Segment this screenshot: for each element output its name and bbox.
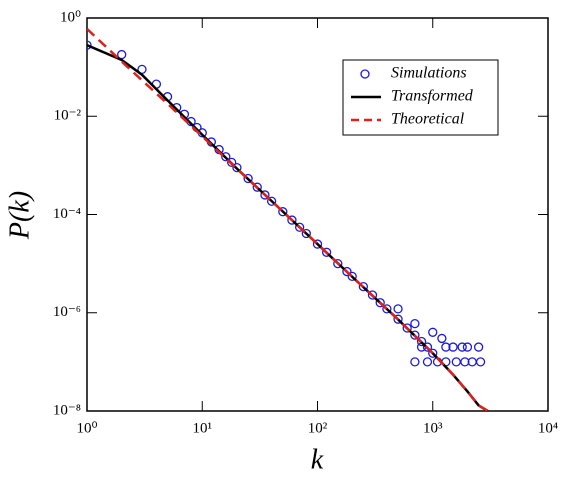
marker [252,182,262,192]
y-axis-label: P(k) [4,191,35,240]
marker [437,333,447,344]
x-tick-label: 10² [308,420,328,436]
marker [448,342,458,352]
marker [301,228,311,239]
legend-label: Transformed [391,88,474,105]
marker [117,49,127,60]
marker [227,157,237,168]
line [87,27,489,411]
y-tick-label: 10⁻⁸ [53,402,81,418]
marker [278,207,288,217]
marker [410,330,420,340]
marker [410,357,420,367]
marker [451,357,461,367]
marker [422,357,433,367]
x-tick-label: 10⁴ [538,420,558,436]
marker [287,215,297,225]
x-tick-label: 10¹ [193,420,213,436]
marker [475,357,486,367]
legend-marker [360,69,370,79]
marker [428,348,438,358]
marker [382,304,392,314]
marker [221,152,231,162]
marker [87,40,92,50]
legend-label: Simulations [391,65,467,82]
marker [416,336,427,347]
marker [321,247,332,257]
marker [232,162,242,173]
plot [87,27,489,411]
marker [294,222,305,232]
marker [393,314,403,324]
marker [473,342,484,352]
legend-label: Theoretical [391,111,465,128]
y-tick-label: 10⁻² [54,108,82,124]
marker [422,342,433,352]
marker [410,318,420,329]
marker [266,196,277,206]
marker [342,266,352,277]
y-tick-label: 10⁻⁴ [53,206,81,222]
marker [402,323,412,333]
marker [441,342,451,352]
marker [375,298,385,308]
marker [367,290,378,300]
marker [462,342,473,352]
marker [347,271,357,282]
marker [243,173,253,184]
x-tick-label: 10⁰ [76,420,97,436]
y-tick-label: 10⁻⁶ [53,304,81,320]
marker [393,304,403,314]
marker [260,190,270,200]
marker [358,281,369,292]
y-tick-label: 10⁰ [60,9,81,25]
marker [333,258,343,269]
marker [457,342,467,352]
x-tick-label: 10³ [423,420,443,436]
marker [428,327,438,337]
x-axis-label: k [311,444,324,475]
marker [460,357,470,367]
marker [312,239,323,249]
